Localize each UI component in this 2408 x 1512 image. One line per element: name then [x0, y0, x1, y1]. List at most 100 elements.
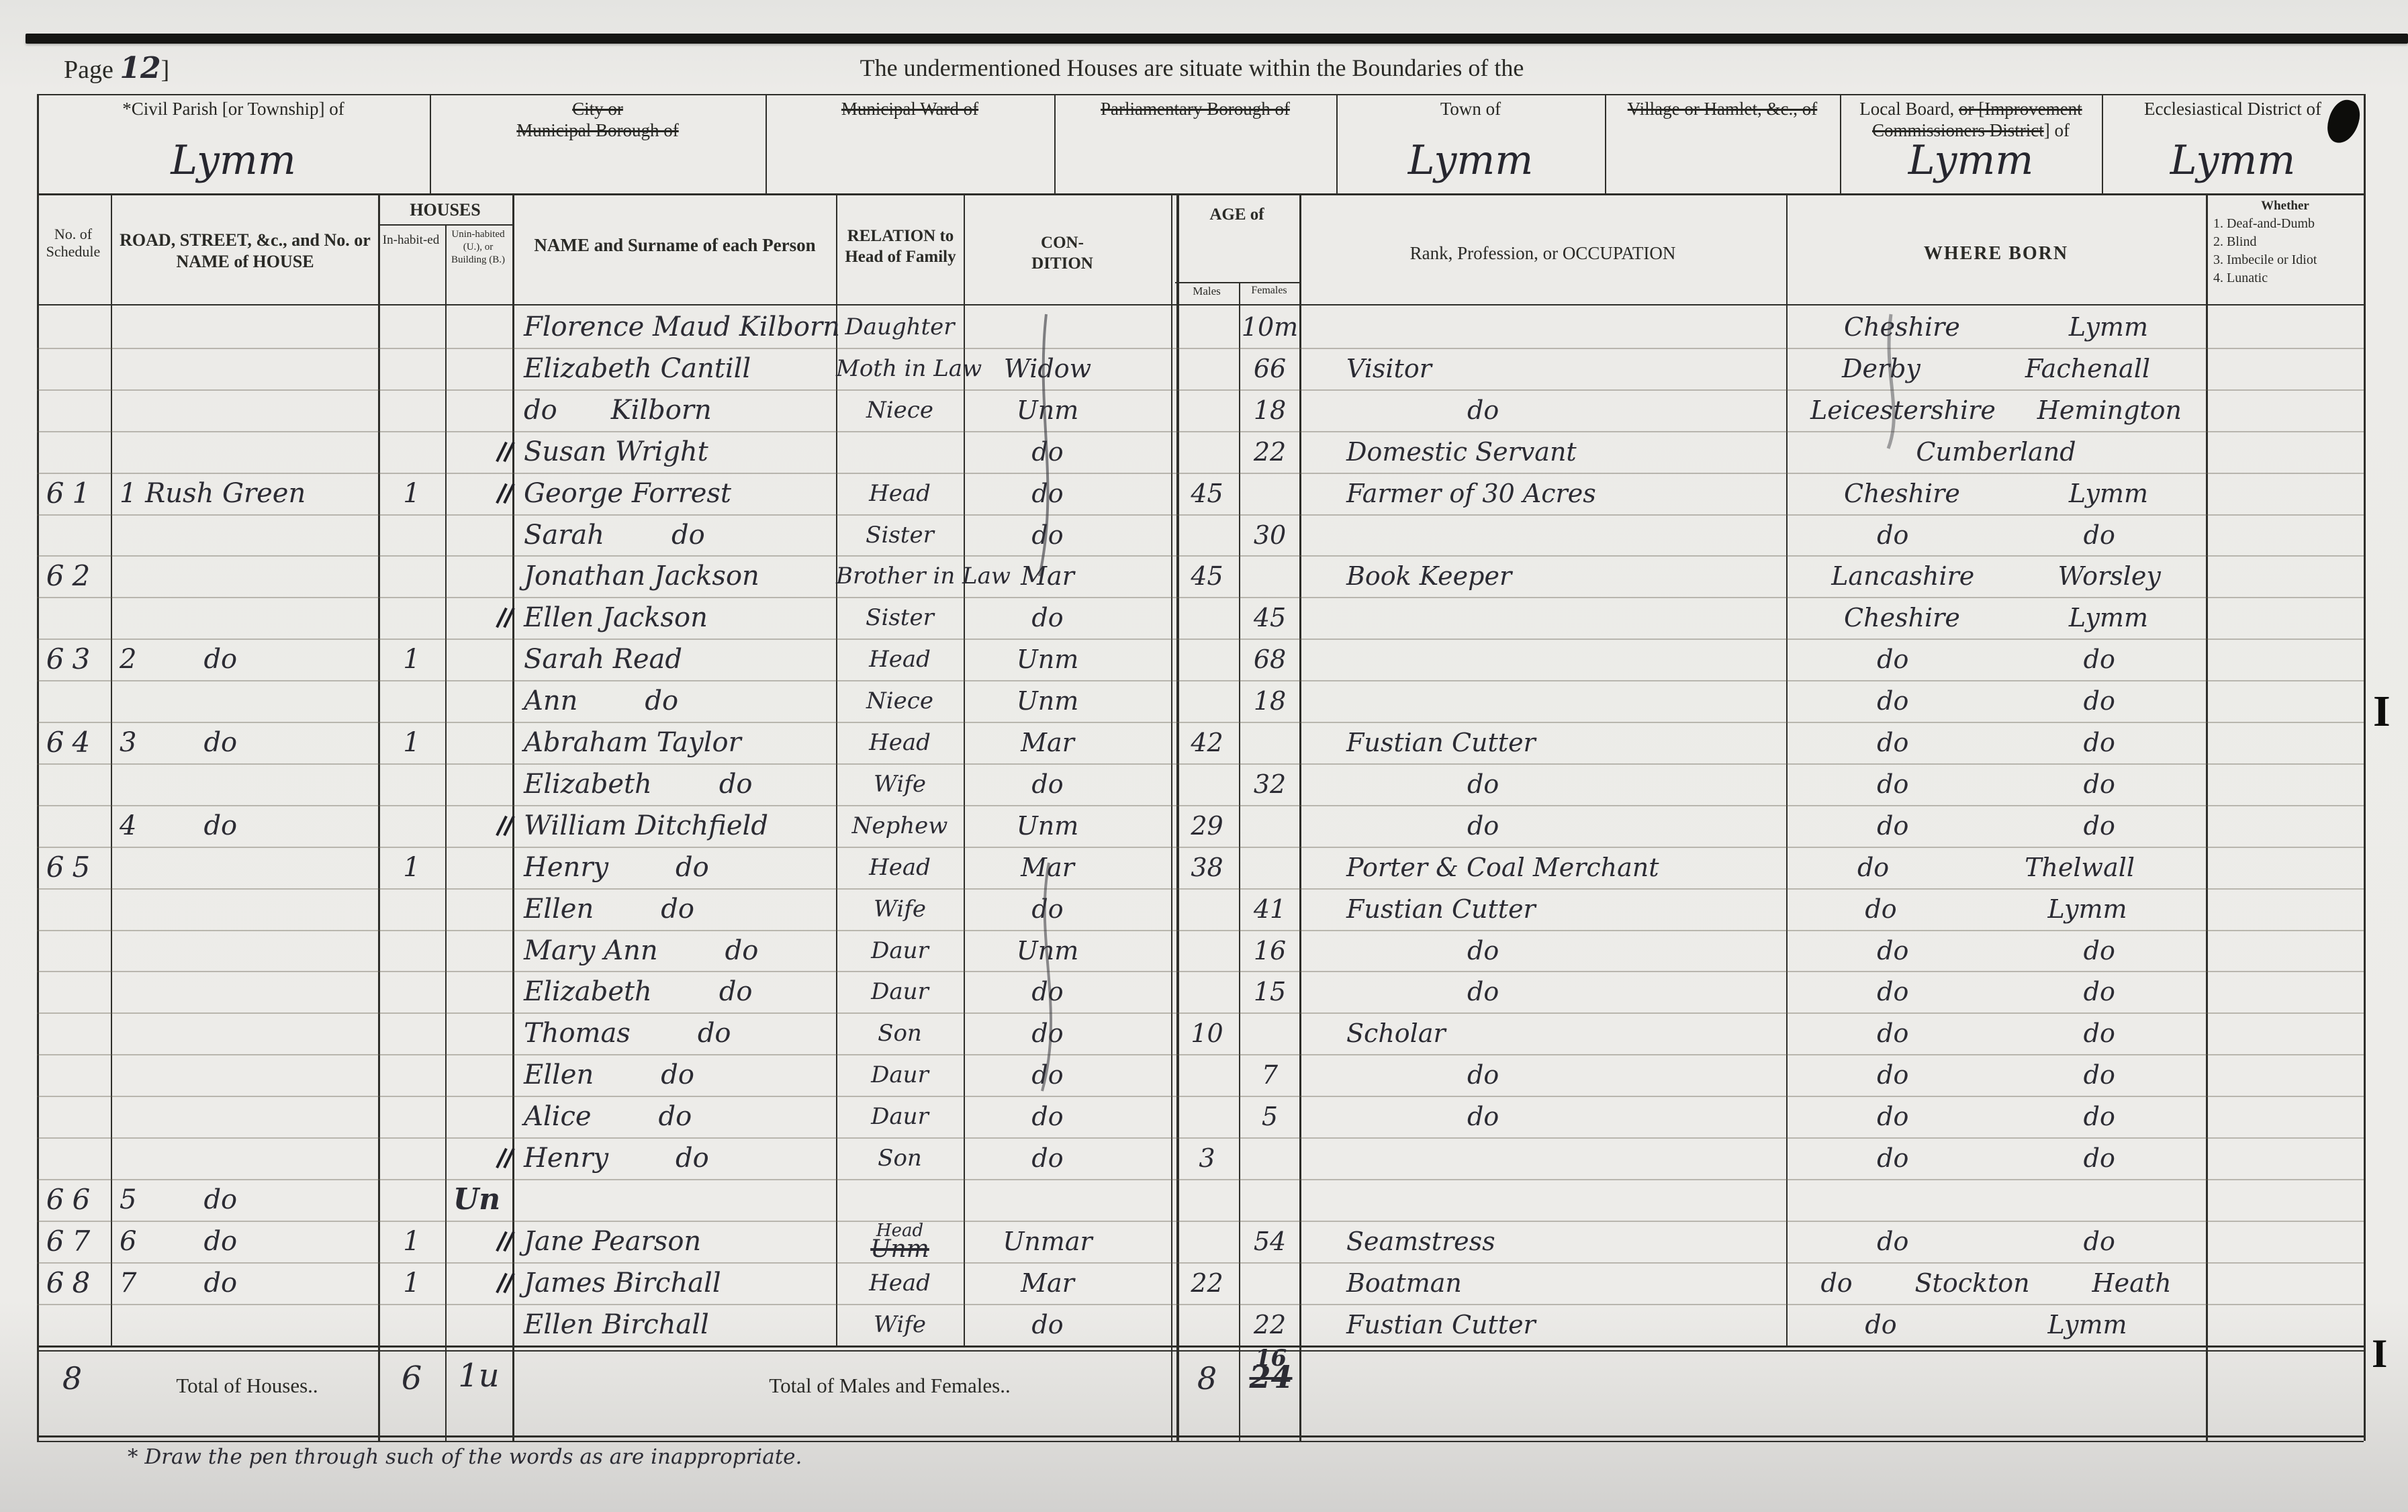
- grid-vline: [1239, 282, 1240, 1441]
- cell-name: George Forrest: [524, 478, 731, 509]
- grid-vline: [445, 224, 447, 1441]
- totals-schedule: 8: [62, 1360, 83, 1397]
- born-word: Thelwall: [2025, 853, 2135, 882]
- cell-relation: Daur: [871, 1061, 929, 1088]
- cell-name: Elizabeth Cantill: [524, 353, 751, 384]
- grid-hline: [37, 94, 2364, 95]
- cell-occupation: Visitor: [1346, 354, 1432, 383]
- grid-vline: [1176, 195, 1179, 1441]
- cell-born: do do: [1790, 1012, 2203, 1054]
- cell-name: Sarah do: [524, 520, 705, 551]
- totals-houses-uninhabited: 1u: [458, 1357, 500, 1395]
- totals-mf-label: Total of Males and Females..: [769, 1374, 1011, 1397]
- location-label-segment: City or: [572, 99, 623, 119]
- born-word: do: [2083, 769, 2115, 799]
- cell-name: Abraham Taylor: [524, 727, 741, 758]
- born-word: do: [1877, 1019, 1909, 1048]
- born-word: do: [1877, 936, 1909, 965]
- cell-condition: Mar: [1021, 561, 1074, 591]
- cell-relation: Daur: [871, 1103, 929, 1130]
- col-header-occupation: Rank, Profession, or OCCUPATION: [1409, 243, 1676, 263]
- grid-vline: [1786, 195, 1788, 1345]
- cell-born: Leicestershire Hemington: [1790, 389, 2203, 431]
- cell-occupation: Domestic Servant: [1346, 437, 1577, 467]
- totals-houses-label: Total of Houses..: [176, 1374, 318, 1397]
- born-word: do: [2083, 645, 2115, 674]
- cell-age-female: 66: [1253, 354, 1287, 383]
- cell-age-male: 45: [1191, 561, 1223, 591]
- page-title: The undermentioned Houses are situate wi…: [860, 54, 1524, 81]
- cell-born: do do: [1790, 639, 2203, 680]
- cell-born: do do: [1790, 1137, 2203, 1179]
- cell-condition: do: [1031, 769, 1064, 799]
- cell-born: do do: [1790, 1096, 2203, 1137]
- cell-age-female: 16: [1253, 936, 1287, 965]
- born-word: do: [2083, 728, 2115, 757]
- cell-condition: do: [1031, 977, 1064, 1006]
- born-word: do: [1877, 645, 1909, 674]
- cell-name: Elizabeth do: [524, 769, 753, 800]
- cell-born: do do: [1790, 514, 2203, 556]
- location-field-value: Lymm: [1908, 137, 2034, 184]
- cell-houses-inhabited: 1: [403, 727, 420, 758]
- cell-condition: Unm: [1016, 645, 1079, 674]
- cell-born: Cumberland: [1790, 431, 2203, 473]
- grid-rowline: [37, 1262, 2364, 1264]
- col-header-uninhabited: Unin-habited (U.), or Building (B.): [451, 229, 505, 265]
- cell-age-female: 18: [1253, 686, 1287, 716]
- cell-occupation: do: [1467, 769, 1499, 799]
- cell-schedule: 65: [46, 851, 99, 884]
- cell-age-male: 10: [1191, 1019, 1223, 1048]
- location-field: Local Board, or [Improvement Commissioner…: [1840, 98, 2102, 193]
- cell-condition: do: [1031, 1102, 1064, 1131]
- col-header-females: Females: [1251, 285, 1287, 296]
- grid-vline: [1299, 195, 1301, 1441]
- col-header-whether-item-4: 4. Lunatic: [2213, 271, 2268, 285]
- location-field-label: Local Board, or [Improvement Commissioner…: [1840, 98, 2102, 141]
- grid-rowline: [37, 555, 2364, 557]
- cell-houses-inhabited: 1: [403, 852, 420, 883]
- cell-relation: Son: [878, 1020, 922, 1047]
- born-word: Hemington: [2037, 395, 2182, 425]
- born-word: do: [1877, 686, 1909, 716]
- cell-occupation: Fustian Cutter: [1346, 894, 1536, 924]
- cell-condition: Widow: [1003, 354, 1092, 383]
- born-word: do: [2083, 977, 2115, 1006]
- cell-age-female: 15: [1253, 977, 1287, 1006]
- cell-condition: Mar: [1021, 728, 1074, 757]
- born-word: do: [1877, 977, 1909, 1006]
- cell-born: Cheshire Lymm: [1790, 473, 2203, 514]
- cell-age-female: 45: [1253, 603, 1287, 632]
- born-word: do: [1877, 811, 1909, 841]
- cell-road: 1 Rush Green: [120, 478, 306, 509]
- grid-rowline: [37, 763, 2364, 765]
- cell-houses-inhabited: 1: [403, 1226, 420, 1257]
- cell-schedule: 66: [46, 1183, 99, 1216]
- cell-occupation: do: [1467, 1060, 1499, 1090]
- cell-born: do do: [1790, 722, 2203, 763]
- cell-occupation: do: [1467, 977, 1499, 1006]
- cell-born: do do: [1790, 930, 2203, 972]
- location-field-label: Town of: [1336, 98, 1605, 120]
- cell-age-male: 29: [1191, 811, 1223, 841]
- born-word: Lymm: [2047, 894, 2127, 924]
- grid-rowline: [37, 722, 2364, 723]
- born-word: Worsley: [2057, 561, 2161, 591]
- grid-rowline: [37, 1178, 2364, 1180]
- cell-occupation: Fustian Cutter: [1346, 728, 1536, 757]
- grid-vline: [430, 94, 431, 195]
- location-field-value: Lymm: [1407, 137, 1534, 184]
- location-field: Municipal Ward of: [766, 98, 1054, 193]
- grid-vline: [1840, 94, 1841, 195]
- cell-occupation: do: [1467, 1102, 1499, 1131]
- born-word: do: [1877, 728, 1909, 757]
- location-field-label: Municipal Ward of: [766, 98, 1054, 120]
- cell-road: 3 do: [120, 727, 238, 758]
- location-label-segment: Local Board,: [1859, 99, 1959, 119]
- cell-born: Cheshire Lymm: [1790, 306, 2203, 348]
- col-header-whether-item-3: 3. Imbecile or Idiot: [2213, 252, 2317, 267]
- cell-occupation: Porter & Coal Merchant: [1346, 853, 1659, 882]
- born-word: do: [2083, 1143, 2115, 1173]
- cell-relation: Wife: [874, 771, 926, 798]
- cell-name: Ellen Birchall: [524, 1309, 709, 1340]
